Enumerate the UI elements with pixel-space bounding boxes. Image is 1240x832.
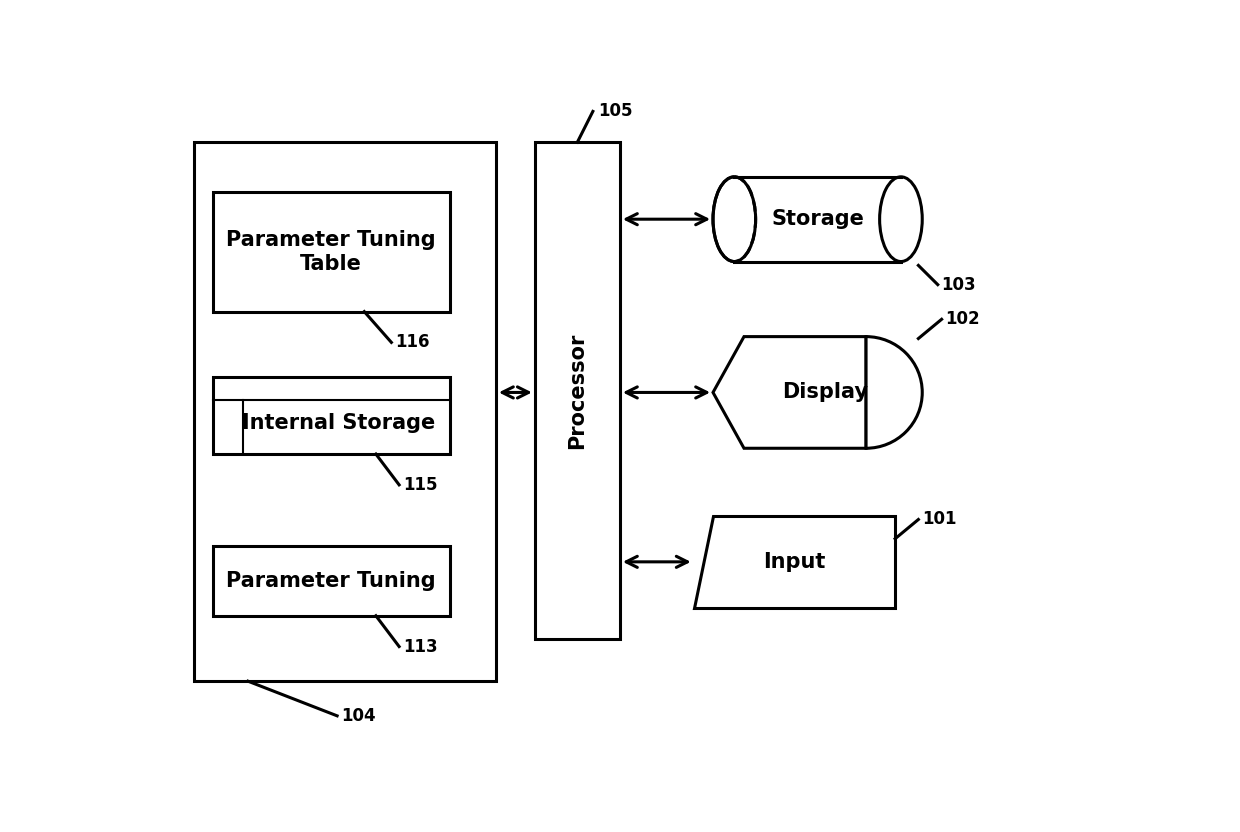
Polygon shape: [693, 516, 895, 608]
Ellipse shape: [713, 177, 755, 261]
Text: 104: 104: [341, 707, 376, 725]
Bar: [193, 142, 496, 681]
Text: Parameter Tuning: Parameter Tuning: [227, 571, 436, 591]
Text: 105: 105: [598, 102, 632, 121]
Bar: [213, 547, 449, 616]
Text: 102: 102: [945, 310, 980, 329]
Text: 113: 113: [403, 637, 438, 656]
Text: Processor: Processor: [568, 332, 588, 448]
Text: 115: 115: [403, 476, 438, 494]
Text: Input: Input: [763, 552, 826, 572]
Text: 101: 101: [923, 511, 957, 528]
Text: Storage: Storage: [771, 209, 864, 229]
Text: Display: Display: [782, 383, 868, 403]
Bar: [213, 377, 449, 454]
Text: Internal Storage: Internal Storage: [243, 414, 435, 433]
Text: 103: 103: [941, 275, 976, 294]
Bar: [534, 142, 620, 639]
Ellipse shape: [879, 177, 923, 261]
Wedge shape: [866, 337, 923, 448]
Text: 116: 116: [396, 334, 430, 351]
Bar: [734, 177, 901, 261]
Bar: [213, 192, 449, 312]
Text: Parameter Tuning
Table: Parameter Tuning Table: [227, 230, 436, 274]
Polygon shape: [713, 337, 866, 448]
